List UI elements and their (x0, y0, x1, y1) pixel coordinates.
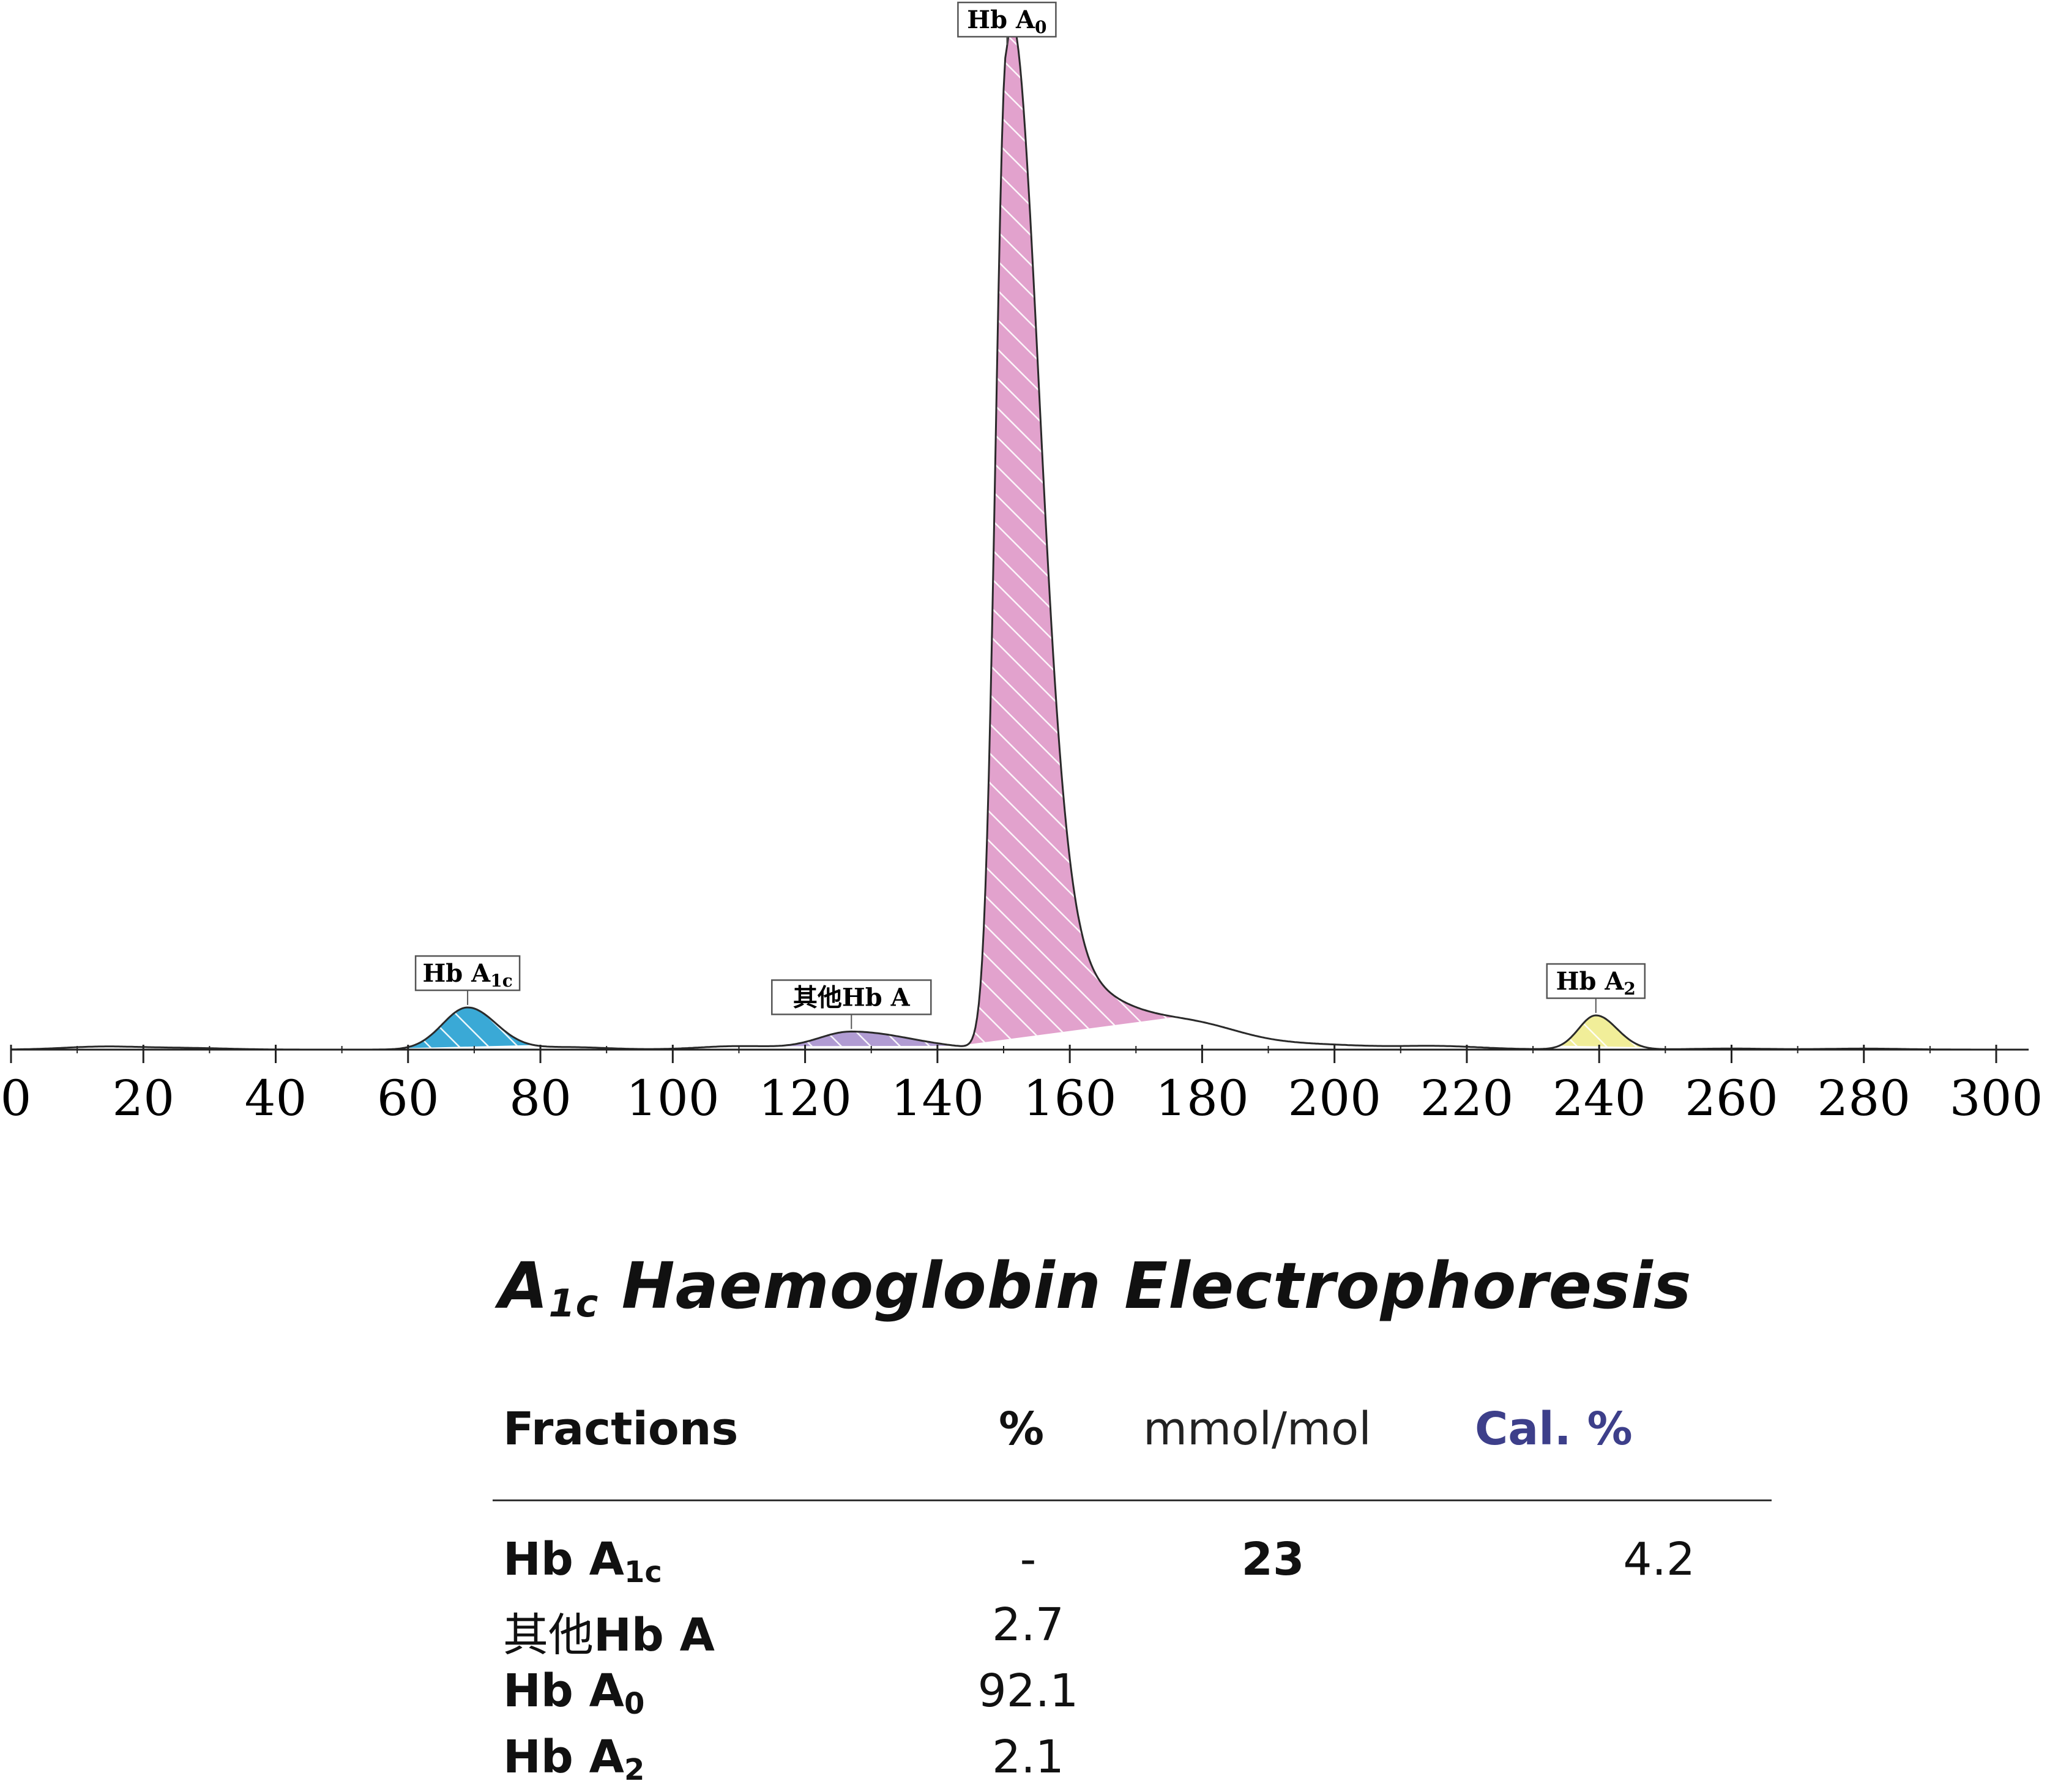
fraction-name: Hb A0 (503, 1665, 645, 1721)
x-tick-label: 180 (1155, 1070, 1249, 1127)
x-tick-label: 100 (626, 1070, 720, 1127)
x-tick-label: 260 (1685, 1070, 1778, 1127)
x-tick-label: 40 (245, 1070, 307, 1127)
peak-label-3: Hb A2 (1546, 963, 1646, 1014)
peak-hatch-3 (1559, 1015, 1646, 1048)
x-tick-label: 240 (1553, 1070, 1646, 1127)
fraction-mmol: 23 (1241, 1533, 1305, 1586)
header-percent: % (999, 1403, 1045, 1455)
x-tick-label: 140 (891, 1070, 985, 1127)
x-tick-label: 280 (1817, 1070, 1911, 1127)
electrophoresis-chart: 0 20 40 60 80 100 120 140 160 180 200 220 240 260 280 3… (1, 1, 2043, 1127)
peak-hatch-0 (401, 1007, 534, 1048)
x-tick-label: 20 (112, 1070, 174, 1127)
peak-label-0: Hb A1c (414, 955, 521, 1006)
fraction-name: Hb A2 (503, 1731, 645, 1787)
peak-hatch-2 (957, 23, 1176, 1047)
x-tick-label: 0 (1, 1070, 32, 1127)
x-tick-label: 300 (1950, 1070, 2043, 1127)
peak-label-box (957, 1, 1057, 38)
x-tick-label: 200 (1288, 1070, 1381, 1127)
fraction-name: Hb A1c (503, 1533, 662, 1589)
x-tick-label: 120 (758, 1070, 852, 1127)
fraction-percent: - (1020, 1533, 1037, 1586)
header-cal-percent: Cal. % (1475, 1403, 1633, 1455)
peak-label-box (1546, 963, 1646, 999)
peak-label-text: Hb A0 (967, 6, 1046, 37)
peak-label-text: 其他Hb A (793, 983, 911, 1012)
peak-label-1: 其他Hb A (771, 979, 932, 1029)
fraction-percent: 2.1 (992, 1731, 1064, 1783)
header-fractions: Fractions (503, 1403, 739, 1455)
fraction-percent: 2.7 (992, 1599, 1064, 1651)
peak-hatch-1 (725, 1031, 958, 1047)
header-mmol: mmol/mol (1143, 1403, 1371, 1455)
peak-fills (401, 23, 1646, 1048)
fraction-name: 其他Hb A (503, 1609, 715, 1662)
peak-label-box (414, 955, 521, 991)
header-divider (493, 1499, 1772, 1501)
x-axis-ticks: 0 20 40 60 80 100 120 140 160 180 200 220 240 260 280 3… (1, 1045, 2043, 1127)
x-tick-label: 220 (1420, 1070, 1514, 1127)
peak-label-box (771, 979, 932, 1015)
peak-label-2: Hb A0 (957, 1, 1057, 45)
fraction-percent: 92.1 (977, 1665, 1079, 1717)
peak-labels: Hb A1c 其他Hb A Hb A0 Hb A2 (414, 1, 1646, 1029)
report-title: A1c Haemoglobin Electrophoresis (499, 1249, 1692, 1326)
fraction-cal-percent: 4.2 (1623, 1533, 1695, 1586)
x-tick-label: 80 (509, 1070, 572, 1127)
peak-label-text: Hb A2 (1556, 967, 1636, 999)
x-tick-label: 60 (377, 1070, 439, 1127)
x-tick-label: 160 (1023, 1070, 1117, 1127)
